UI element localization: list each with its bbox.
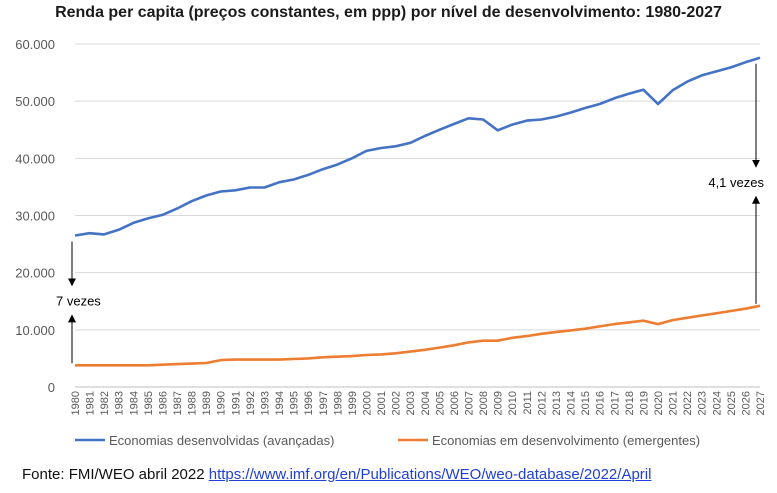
- x-tick-label: 2015: [580, 391, 592, 415]
- x-tick-label: 2024: [711, 391, 723, 415]
- x-tick-label: 2023: [697, 391, 709, 415]
- x-tick-label: 1986: [157, 391, 169, 415]
- x-tick-label: 1981: [85, 391, 97, 415]
- x-tick-label: 1997: [318, 391, 330, 415]
- x-tick-label: 2014: [566, 391, 578, 415]
- x-tick-label: 1990: [216, 391, 228, 415]
- x-tick-label: 2021: [668, 391, 680, 415]
- y-tick-label: 60.000: [15, 37, 55, 52]
- x-tick-label: 1988: [187, 391, 199, 415]
- series-line-2: [75, 304, 761, 367]
- x-tick-label: 2016: [595, 391, 607, 415]
- x-tick-label: 1991: [230, 391, 242, 415]
- x-tick-label: 2027: [755, 391, 767, 415]
- x-tick-label: 1994: [274, 391, 286, 415]
- x-tick-label: 2007: [464, 391, 476, 415]
- y-tick-label: 20.000: [15, 266, 55, 281]
- y-tick-label: 40.000: [15, 151, 55, 166]
- x-tick-label: 2020: [653, 391, 665, 415]
- x-tick-label: 2011: [522, 391, 534, 415]
- annotation-label: 4,1 vezes: [708, 175, 764, 190]
- x-tick-label: 2006: [449, 391, 461, 415]
- x-tick-label: 2018: [624, 391, 636, 415]
- x-tick-label: 1993: [259, 391, 271, 415]
- x-tick-label: 2003: [405, 391, 417, 415]
- x-tick-label: 2022: [682, 391, 694, 415]
- x-tick-label: 2026: [740, 391, 752, 415]
- x-tick-label: 2009: [493, 391, 505, 415]
- x-tick-label: 1983: [114, 391, 126, 415]
- y-tick-label: 0: [48, 380, 55, 395]
- x-tick-label: 1985: [143, 391, 155, 415]
- series-line-1: [74, 56, 761, 237]
- x-tick-label: 2001: [376, 391, 388, 415]
- source-note: Fonte: FMI/WEO abril 2022 https://www.im…: [22, 466, 651, 483]
- y-tick-label: 10.000: [15, 323, 55, 338]
- source-link[interactable]: https://www.imf.org/en/Publications/WEO/…: [208, 466, 652, 483]
- annotation-label: 7 vezes: [56, 293, 101, 308]
- x-tick-label: 2002: [391, 391, 403, 415]
- x-tick-label: 2013: [551, 391, 563, 415]
- x-tick-label: 1980: [70, 391, 82, 415]
- x-tick-label: 1982: [99, 391, 111, 415]
- chart-title: Renda per capita (preços constantes, em …: [55, 4, 722, 21]
- x-tick-label: 2012: [536, 391, 548, 415]
- x-tick-label: 1996: [303, 391, 315, 415]
- x-tick-label: 1989: [201, 391, 213, 415]
- x-tick-label: 2019: [638, 391, 650, 415]
- y-tick-label: 50.000: [15, 94, 55, 109]
- y-tick-label: 30.000: [15, 209, 55, 224]
- x-tick-label: 1995: [289, 391, 301, 415]
- source-prefix: Fonte: FMI/WEO abril 2022: [22, 466, 209, 483]
- x-tick-label: 2010: [507, 391, 519, 415]
- x-tick-label: 2005: [434, 391, 446, 415]
- x-tick-label: 1999: [347, 391, 359, 415]
- legend-label-1: Economias desenvolvidas (avançadas): [109, 433, 334, 448]
- x-tick-label: 2025: [726, 391, 738, 415]
- x-tick-label: 2017: [609, 391, 621, 415]
- x-tick-label: 1987: [172, 391, 184, 415]
- x-tick-label: 2008: [478, 391, 490, 415]
- x-tick-label: 2000: [361, 391, 373, 415]
- x-tick-label: 1984: [128, 391, 140, 415]
- legend-label-2: Economias em desenvolvimento (emergentes…: [432, 433, 700, 448]
- x-tick-label: 1992: [245, 391, 257, 415]
- x-tick-label: 2004: [420, 391, 432, 415]
- x-tick-label: 1998: [332, 391, 344, 415]
